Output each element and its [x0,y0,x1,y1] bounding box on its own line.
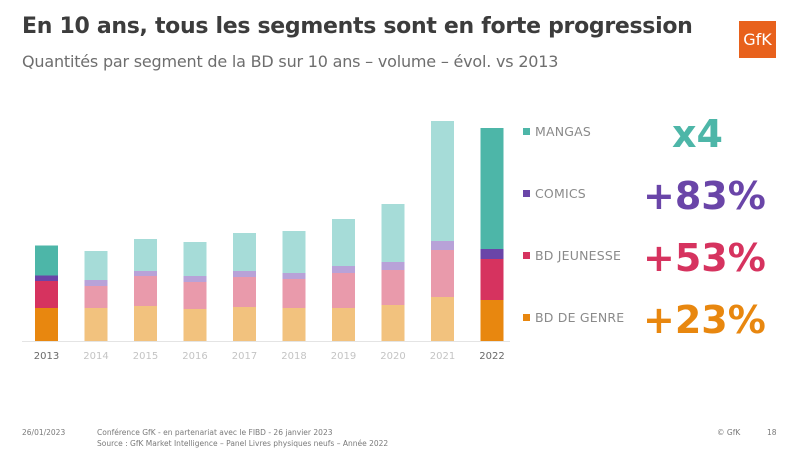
bar-2018-comics [282,273,306,279]
legend-item-comics: COMICS [523,186,586,201]
bar-2019-bd-jeunesse [332,273,355,308]
bar-2016-bd-de-genre [183,309,207,341]
footer-source: Source : GfK Market Intelligence – Panel… [97,439,389,448]
stacked-bar-chart: 2013 2014 2015 2016 2017 2018 2019 2020 2021 2022 [22,121,510,362]
bar-2016-comics [183,276,207,282]
bar-2019-bd-de-genre [332,308,355,341]
legend-label-bd-jeunesse: BD JEUNESSE [535,248,622,263]
legend-label-mangas: MANGAS [535,124,592,139]
legend-item-bd-de-genre: BD DE GENRE [523,310,624,325]
bar-2014-mangas [84,251,108,280]
legend-item-mangas: MANGAS [523,124,591,139]
bar-2016-bd-jeunesse [183,282,207,309]
legend-label-comics: COMICS [535,186,586,201]
bar-2015-bd-jeunesse [134,276,157,306]
page-title: En 10 ans, tous les segments sont en for… [22,14,693,39]
x-tick-2016: 2016 [182,351,207,362]
footer-page-number: 18 [767,428,777,437]
x-tick-2013: 2013 [34,351,59,362]
bar-2022-bd-de-genre [480,300,504,341]
bar-2021-bd-jeunesse [431,250,454,297]
footer-conference: Conférence GfK - en partenariat avec le … [97,428,333,437]
x-tick-2022: 2022 [479,351,504,362]
bar-2022-comics [480,249,504,259]
bar-2019-mangas [332,219,355,266]
bar-2021-comics [431,241,454,250]
bar-2018-bd-jeunesse [282,279,306,308]
legend-label-bd-de-genre: BD DE GENRE [535,310,625,325]
bar-2014-comics [84,280,108,286]
legend-swatch-bd-de-genre [523,314,530,321]
growth-comics: +83% [643,174,766,218]
x-tick-2021: 2021 [430,351,455,362]
bar-2020-comics [381,262,405,270]
x-tick-2014: 2014 [83,351,108,362]
bar-2018-mangas [282,231,306,273]
gfk-logo: GfK [739,21,776,58]
bar-2017-comics [233,271,256,277]
x-tick-2018: 2018 [281,351,306,362]
page-subtitle: Quantités par segment de la BD sur 10 an… [22,52,559,71]
legend-swatch-comics [523,190,530,197]
bar-2017-bd-de-genre [233,307,256,341]
x-tick-2020: 2020 [380,351,405,362]
bar-2021-bd-de-genre [431,297,454,341]
bar-2014-bd-de-genre [84,308,108,341]
bar-2022-bd-jeunesse [480,259,504,300]
bar-2013-mangas [35,245,58,276]
bar-2015-mangas [134,239,157,271]
x-tick-2017: 2017 [232,351,257,362]
bar-2013-comics [35,275,58,281]
bar-2016-mangas [183,242,207,276]
bar-2017-bd-jeunesse [233,277,256,307]
bar-2022-mangas [480,128,504,249]
bar-2020-bd-de-genre [381,305,405,341]
bar-2013-bd-jeunesse [35,281,58,308]
growth-bd-jeunesse: +53% [643,236,766,280]
bar-2018-bd-de-genre [282,308,306,341]
bar-2019-comics [332,266,355,273]
legend-item-bd-jeunesse: BD JEUNESSE [523,248,621,263]
bar-2014-bd-jeunesse [84,286,108,308]
footer-copyright: © GfK [717,428,741,437]
bar-2020-bd-jeunesse [381,270,405,305]
x-tick-2015: 2015 [133,351,158,362]
bar-2015-bd-de-genre [134,306,157,341]
legend-swatch-mangas [523,128,530,135]
footer-date: 26/01/2023 [22,428,66,437]
legend-swatch-bd-jeunesse [523,252,530,259]
bar-2020-mangas [381,204,405,262]
bar-2015-comics [134,271,157,276]
bars-group [35,121,504,341]
bar-2017-mangas [233,233,256,271]
growth-bd-de-genre: +23% [643,298,766,342]
x-tick-2019: 2019 [331,351,356,362]
bar-2013-bd-de-genre [35,308,58,341]
x-tick-labels: 2013 2014 2015 2016 2017 2018 2019 2020 2021 2022 [34,351,505,362]
growth-mangas: x4 [672,112,723,156]
bar-2021-mangas [431,121,454,241]
